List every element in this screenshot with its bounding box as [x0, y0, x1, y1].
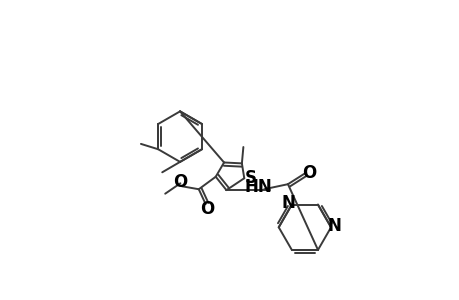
Text: O: O: [173, 173, 187, 191]
Text: N: N: [281, 194, 295, 212]
Text: N: N: [327, 217, 341, 235]
Text: HN: HN: [245, 178, 272, 196]
Text: O: O: [302, 164, 316, 182]
Text: S: S: [244, 169, 256, 187]
Text: O: O: [199, 200, 213, 217]
